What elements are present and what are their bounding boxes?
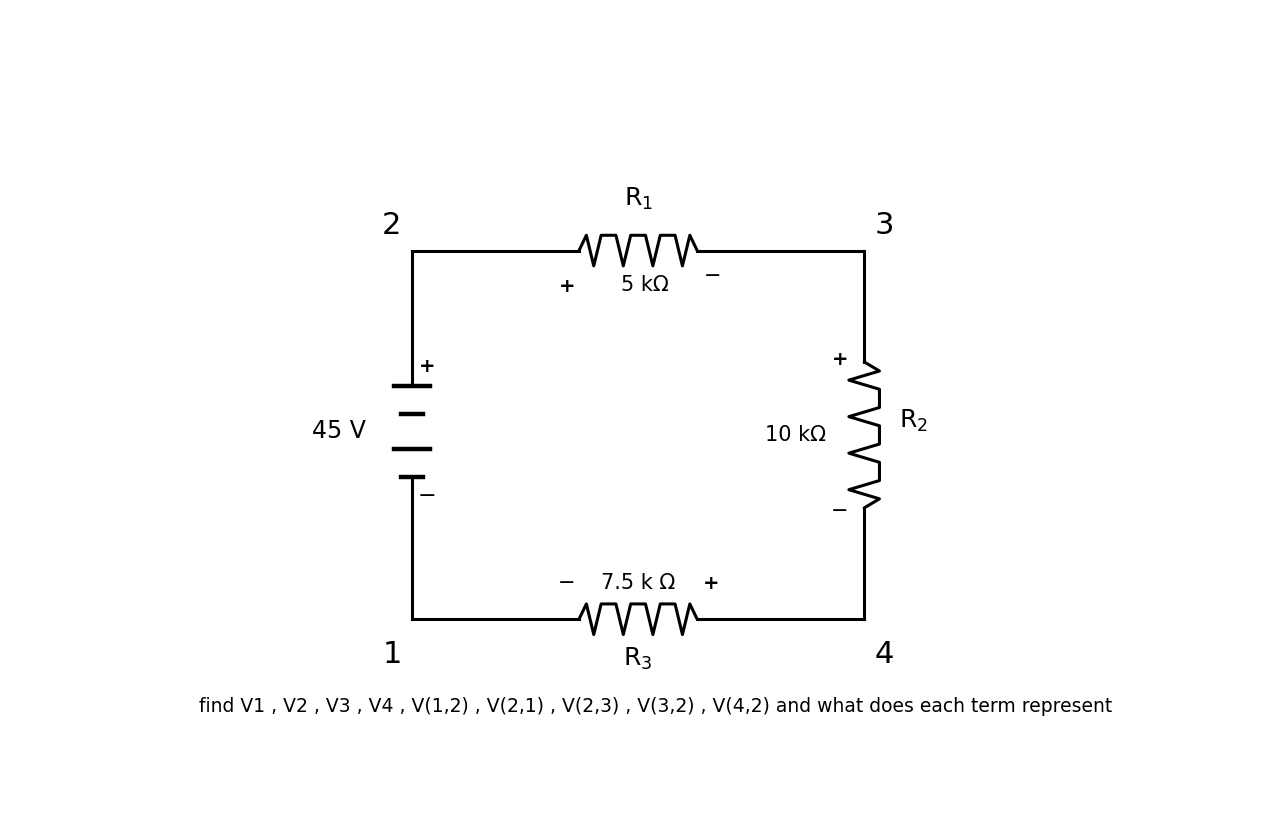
Text: −: − xyxy=(705,266,721,286)
Text: 2: 2 xyxy=(382,211,402,240)
Text: 5 kΩ: 5 kΩ xyxy=(622,275,669,295)
Text: 45 V: 45 V xyxy=(312,420,366,443)
Text: find V1 , V2 , V3 , V4 , V(1,2) , V(2,1) , V(2,3) , V(3,2) , V(4,2) and what doe: find V1 , V2 , V3 , V4 , V(1,2) , V(2,1)… xyxy=(198,697,1113,715)
Text: 1: 1 xyxy=(382,640,402,669)
Text: +: + xyxy=(559,277,576,296)
Text: +: + xyxy=(702,574,719,593)
Text: −: − xyxy=(418,486,436,506)
Text: 4: 4 xyxy=(875,640,894,669)
Text: +: + xyxy=(831,350,848,369)
Text: R$_2$: R$_2$ xyxy=(899,408,929,434)
Text: −: − xyxy=(831,501,848,521)
Text: 3: 3 xyxy=(875,211,894,240)
Text: +: + xyxy=(420,357,436,376)
Text: R$_3$: R$_3$ xyxy=(623,646,652,672)
Text: 7.5 k Ω: 7.5 k Ω xyxy=(601,573,675,593)
Text: R$_1$: R$_1$ xyxy=(624,186,652,212)
Text: 10 kΩ: 10 kΩ xyxy=(765,425,826,445)
Text: −: − xyxy=(558,573,576,593)
